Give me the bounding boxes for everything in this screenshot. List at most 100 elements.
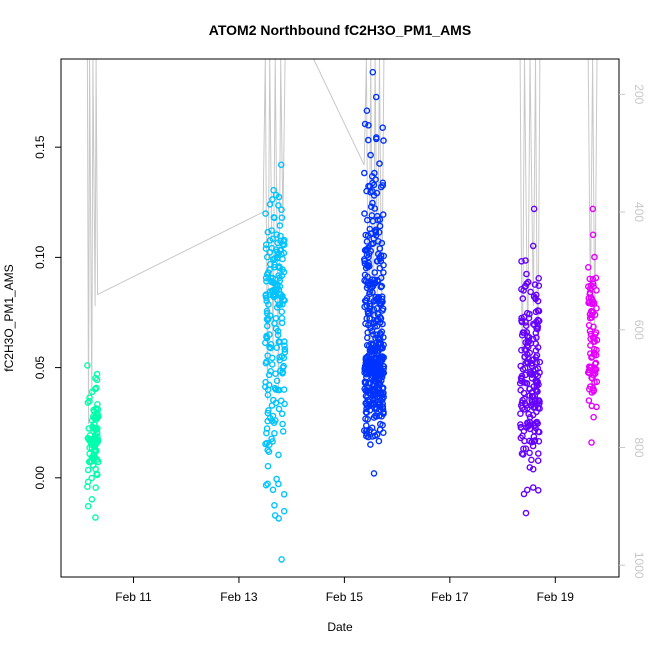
data-point: [364, 383, 371, 391]
data-point: [272, 314, 280, 322]
data-point: [364, 357, 372, 364]
data-point: [587, 342, 594, 349]
data-point: [379, 362, 387, 370]
data-point: [592, 351, 600, 359]
data-point: [84, 362, 91, 369]
data-point: [362, 392, 370, 400]
data-point: [278, 410, 286, 418]
data-point: [534, 316, 542, 324]
data-point: [585, 263, 592, 271]
data-point: [276, 274, 284, 282]
data-point: [279, 428, 287, 435]
data-point: [263, 333, 270, 341]
data-point: [373, 375, 380, 383]
data-point: [364, 262, 371, 270]
data-point: [373, 322, 381, 330]
x-tick-label: Feb 15: [326, 590, 364, 604]
data-point: [275, 480, 282, 488]
data-point: [379, 124, 387, 131]
data-point: [373, 382, 381, 390]
data-point: [367, 203, 375, 210]
data-point: [262, 245, 270, 252]
data-point: [372, 297, 379, 304]
data-point: [84, 483, 91, 491]
data-point: [280, 268, 288, 276]
data-point: [91, 414, 99, 421]
data-point: [367, 340, 375, 347]
data-point: [274, 331, 282, 339]
data-point: [586, 275, 594, 283]
data-point: [264, 391, 272, 399]
data-point: [277, 161, 285, 169]
data-point: [93, 447, 100, 454]
data-point: [519, 365, 527, 373]
data-point: [363, 409, 371, 417]
data-point: [592, 359, 600, 367]
data-point: [367, 441, 374, 448]
data-point: [271, 263, 279, 271]
data-point: [524, 486, 531, 494]
data-point: [593, 336, 601, 344]
data-point: [587, 335, 594, 343]
data-point: [376, 245, 384, 252]
data-point: [372, 93, 380, 101]
data-point: [373, 331, 381, 339]
data-point: [371, 269, 379, 276]
data-point: [363, 187, 370, 195]
data-point: [535, 274, 543, 282]
data-point: [519, 451, 527, 458]
data-point: [280, 507, 288, 515]
data-point: [590, 323, 597, 331]
data-point: [374, 388, 381, 396]
x-tick-label: Feb 19: [537, 590, 575, 604]
data-point: [530, 356, 537, 363]
data-point: [378, 293, 386, 301]
data-point: [535, 437, 543, 445]
data-point: [593, 304, 600, 312]
data-point: [523, 322, 530, 330]
data-point: [528, 402, 535, 409]
data-point: [268, 227, 276, 234]
data-point: [585, 397, 593, 404]
data-point: [86, 394, 93, 402]
data-point: [533, 334, 540, 341]
data-point: [373, 305, 381, 312]
data-point: [361, 210, 368, 217]
data-point: [362, 415, 369, 423]
data-point: [591, 378, 598, 386]
data-point: [591, 311, 599, 319]
data-point: [527, 370, 535, 378]
data-point: [266, 343, 273, 351]
data-point: [273, 231, 281, 238]
data-point: [524, 333, 531, 341]
data-point: [589, 205, 597, 213]
data-point: [364, 136, 372, 144]
data-point: [281, 297, 288, 304]
data-point: [534, 388, 541, 395]
data-point: [522, 257, 529, 264]
data-point: [529, 335, 537, 343]
data-point: [534, 457, 542, 465]
data-point: [263, 307, 271, 315]
data-point: [363, 251, 371, 259]
data-point: [532, 308, 540, 316]
data-point: [519, 404, 526, 412]
data-point: [262, 440, 269, 448]
data-point: [280, 241, 288, 248]
data-point: [274, 327, 282, 335]
data-point: [265, 448, 273, 456]
data-point: [86, 397, 93, 405]
data-point: [88, 441, 95, 448]
data-point: [264, 462, 272, 470]
data-point: [362, 427, 370, 435]
data-point: [269, 274, 277, 282]
data-point: [269, 256, 277, 263]
data-point: [530, 205, 538, 213]
data-point: [366, 315, 374, 322]
data-point: [361, 120, 369, 128]
data-point: [262, 241, 270, 248]
data-point: [524, 351, 531, 358]
data-point: [271, 429, 278, 437]
data-point: [535, 307, 543, 315]
data-point: [371, 169, 378, 177]
